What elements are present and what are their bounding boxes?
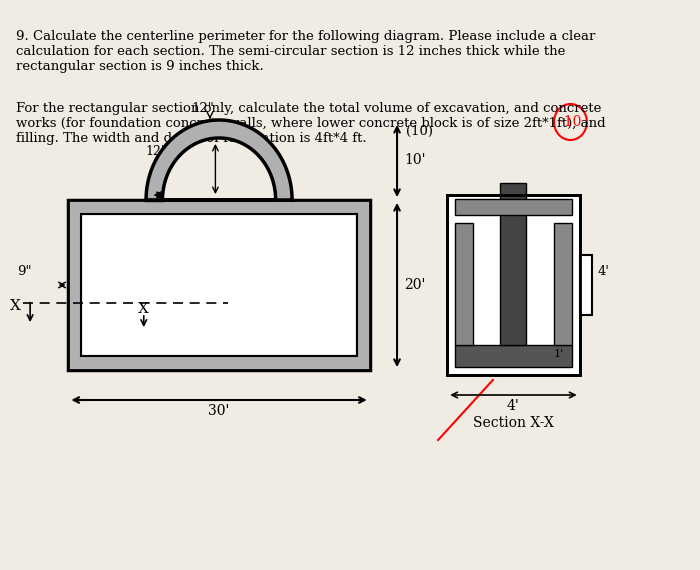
Text: 4': 4' [507,399,520,413]
Text: 20': 20' [405,278,426,292]
Text: Section X-X: Section X-X [473,416,554,430]
Text: For the rectangular section only, calculate the total volume of excavation, and : For the rectangular section only, calcul… [16,102,606,145]
Bar [580,255,592,315]
Bar [447,195,580,375]
Bar [69,200,81,370]
Bar [357,200,370,370]
Text: 12": 12" [146,145,167,158]
Text: X: X [139,302,149,316]
Text: (10): (10) [406,125,433,138]
Text: -10: -10 [559,115,582,129]
Text: 12": 12" [191,102,214,115]
Text: 9. Calculate the centerline perimeter for the following diagram. Please include : 9. Calculate the centerline perimeter fo… [16,30,596,73]
Bar [69,200,370,370]
Bar [447,195,580,375]
Bar [454,345,573,367]
Polygon shape [146,120,292,200]
Text: 4': 4' [598,265,610,278]
Bar [69,356,370,370]
Bar [454,199,573,215]
Text: 10': 10' [405,153,426,167]
Bar [554,223,573,345]
Text: 30': 30' [209,404,230,418]
Text: 2': 2' [582,295,592,308]
Bar [81,214,357,356]
Text: X: X [10,299,21,313]
Bar [500,183,526,345]
Text: 1': 1' [554,349,564,359]
Bar [81,214,357,356]
Bar [69,200,370,214]
Bar [69,200,370,370]
Text: 9": 9" [18,265,32,278]
Bar [454,223,472,345]
